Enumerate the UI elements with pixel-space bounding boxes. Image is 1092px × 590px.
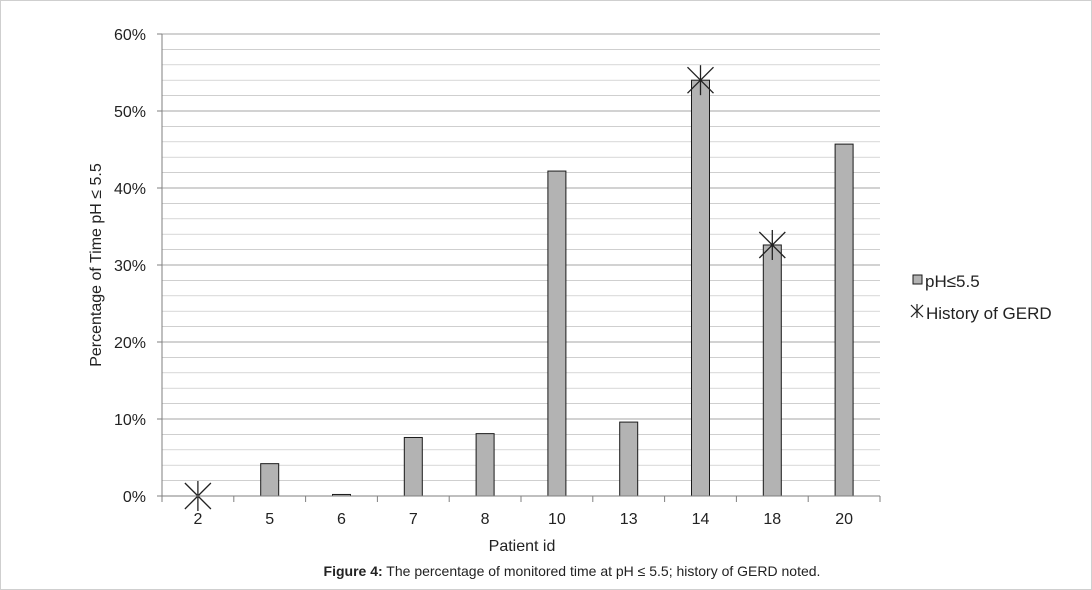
x-tick-label: 7 (409, 511, 418, 528)
x-tick-label: 14 (692, 511, 710, 528)
x-tick-label: 2 (193, 511, 202, 528)
gridlines (162, 33, 880, 481)
y-tick-label: 0% (123, 489, 146, 506)
bar-patient-13 (619, 421, 639, 497)
bar-patient-14 (691, 79, 710, 497)
x-axis-title: Patient id (489, 538, 556, 555)
y-axis-ticks: 0% 10% 20% 30% 40% 50% 60% (114, 27, 162, 506)
legend-label-ph: pH≤5.5 (925, 272, 980, 291)
legend-swatch-bar (912, 274, 923, 285)
gerd-marker-patient-14 (687, 65, 714, 96)
y-tick-label: 60% (114, 27, 146, 44)
caption-text: The percentage of monitored time at pH ≤… (383, 563, 821, 579)
y-tick-label: 20% (114, 335, 146, 352)
x-axis-ticks: 2 5 6 7 8 10 13 14 18 20 (161, 496, 881, 528)
bar-patient-10 (547, 170, 567, 497)
bar-patient-5 (260, 463, 280, 497)
figure-caption: Figure 4: The percentage of monitored ti… (324, 563, 821, 579)
legend: pH≤5.5 History of GERD (910, 272, 1052, 323)
x-tick-label: 10 (548, 511, 566, 528)
x-tick-label: 13 (620, 511, 638, 528)
x-tick-label: 8 (481, 511, 490, 528)
legend-label-gerd: History of GERD (926, 304, 1052, 323)
x-tick-label: 5 (265, 511, 274, 528)
caption-label: Figure 4: (324, 563, 383, 579)
y-tick-label: 40% (114, 181, 146, 198)
y-axis-title: Percentage of Time pH ≤ 5.5 (88, 163, 105, 367)
bar-patient-8 (475, 433, 495, 497)
y-tick-label: 50% (114, 104, 146, 121)
legend-asterisk-icon (910, 304, 924, 318)
bar-patient-7 (403, 436, 423, 497)
bar-patient-18 (762, 244, 782, 497)
y-tick-label: 30% (114, 258, 146, 275)
x-tick-label: 20 (835, 511, 853, 528)
y-tick-label: 10% (114, 412, 146, 429)
bar-patient-20 (834, 143, 854, 497)
bars (260, 79, 854, 497)
x-tick-label: 18 (763, 511, 781, 528)
gerd-marker-patient-18 (758, 229, 786, 260)
x-tick-label: 6 (337, 511, 346, 528)
